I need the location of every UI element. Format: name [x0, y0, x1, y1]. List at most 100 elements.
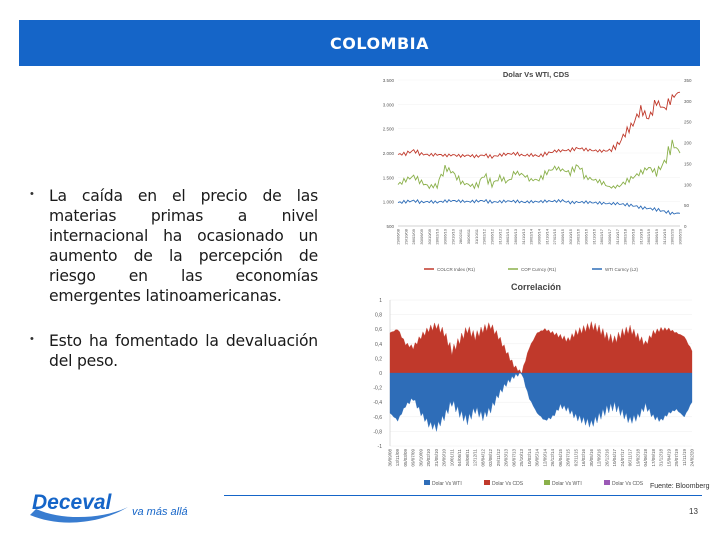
x-axis-tick-label: 28/02/13 — [505, 228, 510, 244]
logo-wordmark: Deceval — [32, 491, 113, 514]
bullet-icon: • — [30, 188, 34, 200]
x-axis-tick-label: 10/04/17 — [612, 449, 617, 467]
y-axis-tick-label: 2.000 — [383, 151, 395, 156]
y-axis-tick-label: 100 — [684, 182, 692, 187]
chart-title: Correlación — [511, 282, 561, 292]
y-axis-tick-label: 250 — [684, 120, 692, 125]
x-axis-tick-label: 12/09/16 — [597, 449, 602, 467]
legend-label: WTI Curncy (L2) — [605, 267, 639, 272]
x-axis-tick-label: 12/12/11 — [473, 449, 478, 467]
y-axis-tick-label: 0 — [379, 371, 382, 377]
x-axis-tick-label: 10/01/11 — [449, 449, 454, 467]
y-axis-tick-label: -0,8 — [373, 429, 382, 435]
bullet-text: La caída en el precio de las materias pr… — [49, 187, 318, 305]
x-axis-tick-label: 17/09/18 — [651, 449, 656, 467]
y-axis-tick-label: 500 — [386, 224, 394, 229]
x-axis-tick-label: 30/05/16 — [589, 449, 594, 467]
bullet-item: • La caída en el precio de las materias … — [26, 186, 318, 306]
x-axis-tick-label: 24/02/20 — [690, 449, 695, 467]
dolar-wti-cds-chart: Dolar Vs WTI, CDS 3.500 3.000 2.500 2.000 1.… — [366, 66, 698, 276]
y-axis-tick-label: -0,6 — [373, 415, 382, 421]
title-banner: COLOMBIA — [19, 20, 700, 66]
x-axis-tick-label: 29/06/12 — [490, 228, 495, 244]
x-axis-tick-label: 12/09/14 — [542, 449, 547, 467]
x-axis-tick-label: 15/04/19 — [666, 449, 671, 467]
x-axis-tick-label: 31/10/14 — [544, 228, 549, 244]
y-axis-tick-label: 0,6 — [375, 327, 382, 333]
x-axis-tick-label: 29/02/16 — [576, 228, 581, 244]
x-axis-tick-label: 08/04/12 — [480, 449, 485, 467]
x-axis-tick-label: 30/06/15 — [560, 228, 565, 244]
x-axis-tick-label: 29/02/12 — [482, 228, 487, 244]
x-axis-tick-label: 04/05/11 — [457, 449, 462, 467]
x-axis-tick-label: 30/06/20 — [678, 228, 683, 244]
x-axis-tick-label: 28/02/14 — [529, 228, 534, 244]
chart-series-line — [397, 198, 681, 216]
legend-swatch — [544, 480, 550, 485]
x-axis-tick-label: 30/10/15 — [568, 228, 573, 244]
x-axis-tick-label: 31/12/18 — [659, 449, 664, 467]
x-axis-tick-label: 10/02/14 — [527, 449, 532, 467]
legend-label: Dolar Vs CDS — [612, 481, 644, 487]
x-axis-tick-label: 30/06/11 — [466, 228, 471, 244]
y-axis-tick-label: -1 — [378, 444, 383, 450]
bullet-text: Esto ha fomentado la devaluación del pes… — [49, 332, 318, 370]
x-axis-tick-label: 20/07/15 — [566, 449, 571, 467]
x-axis-tick-label: 31/10/11 — [474, 228, 479, 244]
chart-title: Dolar Vs WTI, CDS — [503, 70, 569, 79]
y-axis-tick-label: 2.500 — [383, 127, 395, 132]
logo-tagline: va más allá — [132, 506, 188, 518]
y-axis-tick-label: 200 — [684, 141, 692, 146]
chart-series-line — [397, 91, 681, 159]
x-axis-tick-label: 28/02/10 — [435, 228, 440, 244]
x-axis-tick-label: 30/05/14 — [535, 449, 540, 467]
correlation-area — [389, 372, 693, 432]
x-axis-tick-label: 26/12/14 — [550, 449, 555, 467]
y-axis-tick-label: 0,8 — [375, 313, 382, 319]
source-note: Fuente: Bloomberg — [650, 483, 710, 490]
x-axis-tick-label: 30/06/16 — [584, 228, 589, 244]
y-axis-tick-label: 3.500 — [383, 78, 395, 83]
x-axis-tick-label: 31/10/12 — [497, 228, 502, 244]
y-axis-tick-label: 0 — [684, 224, 687, 229]
logo-swoosh-icon — [30, 507, 128, 523]
y-axis-tick-label: -0,2 — [373, 386, 382, 392]
x-axis-tick-label: 31/05/10 — [434, 449, 439, 467]
x-axis-tick-label: 30/10/09 — [427, 228, 432, 244]
x-axis-tick-label: 26/12/16 — [604, 449, 609, 467]
x-axis-tick-label: 28/02/19 — [646, 228, 651, 244]
x-axis-tick-label: 29/10/10 — [450, 228, 455, 244]
x-axis-tick-label: 25/10/13 — [519, 449, 524, 467]
x-axis-tick-label: 28/02/18 — [623, 228, 628, 244]
x-axis-tick-label: 31/10/13 — [521, 228, 526, 244]
x-axis-tick-label: 29/10/08 — [403, 228, 408, 244]
x-axis-tick-label: 02/11/15 — [573, 449, 578, 467]
y-axis-tick-label: 300 — [684, 99, 692, 104]
x-axis-tick-label: 20/02/10 — [426, 449, 431, 467]
x-axis-tick-label: 02/08/12 — [488, 449, 493, 467]
x-axis-tick-label: 06/04/15 — [558, 449, 563, 467]
y-axis-tick-label: 0,2 — [375, 356, 382, 362]
x-axis-tick-label: 06/11/17 — [628, 449, 633, 467]
chart-series-line — [397, 139, 681, 190]
legend-label: Dolar Vs WTI — [432, 481, 462, 487]
x-axis-tick-label: 27/02/15 — [552, 228, 557, 244]
bullet-list: • La caída en el precio de las materias … — [26, 186, 318, 396]
x-axis-tick-label: 30/06/09 — [419, 228, 424, 244]
legend-label: COP Curncy (R1) — [521, 267, 557, 272]
bullet-icon: • — [30, 333, 34, 345]
x-axis-tick-label: 05/03/09 — [403, 449, 408, 467]
x-axis-tick-label: 06/07/13 — [511, 449, 516, 467]
page-title: COLOMBIA — [329, 33, 430, 53]
x-axis-tick-label: 29/06/08 — [396, 228, 401, 244]
x-axis-tick-label: 28/02/11 — [458, 228, 463, 244]
x-axis-tick-label: 26/08/11 — [465, 449, 470, 467]
x-axis-tick-label: 19/02/18 — [635, 449, 640, 467]
x-axis-tick-label: 31/10/19 — [662, 228, 667, 244]
legend-swatch — [604, 480, 610, 485]
y-axis-tick-label: -0,4 — [373, 400, 382, 406]
x-axis-tick-label: 31/10/18 — [638, 228, 643, 244]
y-axis-tick-label: 1 — [379, 298, 382, 304]
y-axis-tick-label: 150 — [684, 161, 692, 166]
x-axis-tick-label: 20/03/13 — [504, 449, 509, 467]
